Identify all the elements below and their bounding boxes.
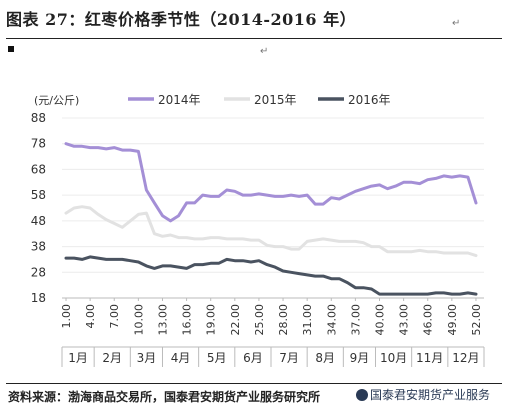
series-line-2015年 (64, 205, 478, 258)
legend: 2014年 2015年 2016年 (128, 93, 391, 107)
y-tick-label: 78 (31, 137, 46, 151)
y-tick-label: 68 (31, 162, 46, 176)
month-label: 11月 (416, 351, 443, 365)
x-tick-label: 22.00 (229, 304, 242, 336)
y-axis: 18 28 38 48 58 68 78 88 (31, 111, 46, 305)
month-label: 1月 (68, 351, 88, 365)
x-tick-label: 19.00 (205, 304, 218, 336)
month-label: 9月 (350, 351, 370, 365)
y-tick-label: 48 (31, 214, 46, 228)
month-label: 7月 (279, 351, 299, 365)
x-tick-label: 1.00 (60, 304, 73, 329)
x-tick-label: 13.00 (157, 304, 170, 336)
x-tick-label: 16.00 (181, 304, 194, 336)
y-tick-label: 88 (31, 111, 46, 125)
source-note: 资料来源：渤海商品交易所，国泰君安期货产业服务研究所 (8, 390, 321, 404)
watermark: 国泰君安期货产业服务 (356, 386, 491, 403)
bullet-square-icon (8, 46, 14, 52)
title-divider (6, 38, 502, 39)
source-divider (6, 383, 502, 384)
x-tick-label: 34.00 (325, 304, 338, 336)
x-axis: 1.00 4.00 7.00 10.00 13.00 16.00 19.00 22.00 25.… (60, 298, 483, 336)
month-label: 10月 (380, 351, 407, 365)
legend-entry: 2016年 (348, 93, 391, 107)
x-tick-label: 43.00 (398, 304, 411, 336)
month-label: 2月 (102, 351, 122, 365)
legend-entry: 2014年 (158, 93, 201, 107)
series-line-2014年 (64, 142, 478, 223)
y-tick-label: 38 (31, 240, 46, 254)
seasonality-line-chart: (元/公斤) 2014年 2015年 2016年 1828384858687888 … (31, 93, 485, 367)
x-tick-label: 4.00 (84, 304, 97, 329)
x-tick-label: 10.00 (132, 304, 145, 336)
x-tick-label: 28.00 (277, 304, 290, 336)
y-tick-label: 28 (31, 265, 46, 279)
x-tick-label: 25.00 (253, 304, 266, 336)
series-line-2016年 (64, 255, 478, 296)
x-tick-label: 49.00 (446, 304, 459, 336)
watermark-logo-icon (356, 389, 368, 401)
x-tick-label: 37.00 (349, 304, 362, 336)
month-label: 3月 (137, 351, 157, 365)
x-tick-label: 40.00 (374, 304, 387, 336)
month-label: 5月 (207, 351, 227, 365)
month-label: 12月 (452, 351, 479, 365)
month-label: 6月 (243, 351, 263, 365)
x-tick-label: 31.00 (301, 304, 314, 336)
paragraph-mark-icon: ↵ (452, 18, 461, 29)
month-label: 4月 (171, 351, 191, 365)
x-tick-label: 52.00 (470, 304, 483, 336)
unit-label: (元/公斤) (34, 94, 79, 107)
figure-title: 图表 27：红枣价格季节性（2014-2016 年） (6, 10, 357, 29)
y-tick-label: 18 (31, 291, 46, 305)
y-tick-label: 58 (31, 188, 46, 202)
gridlines (62, 117, 484, 299)
x-tick-label: 7.00 (108, 304, 121, 329)
watermark-text: 国泰君安期货产业服务 (370, 388, 491, 402)
paragraph-mark-icon: ↵ (260, 46, 269, 57)
month-label: 8月 (315, 351, 335, 365)
legend-entry: 2015年 (254, 93, 297, 107)
series-layer (64, 142, 478, 296)
month-axis: 1月 2月 3月 4月 5月 6月 7月 8月 9月 10月 11月 12月 (61, 346, 485, 367)
x-tick-label: 46.00 (422, 304, 435, 336)
